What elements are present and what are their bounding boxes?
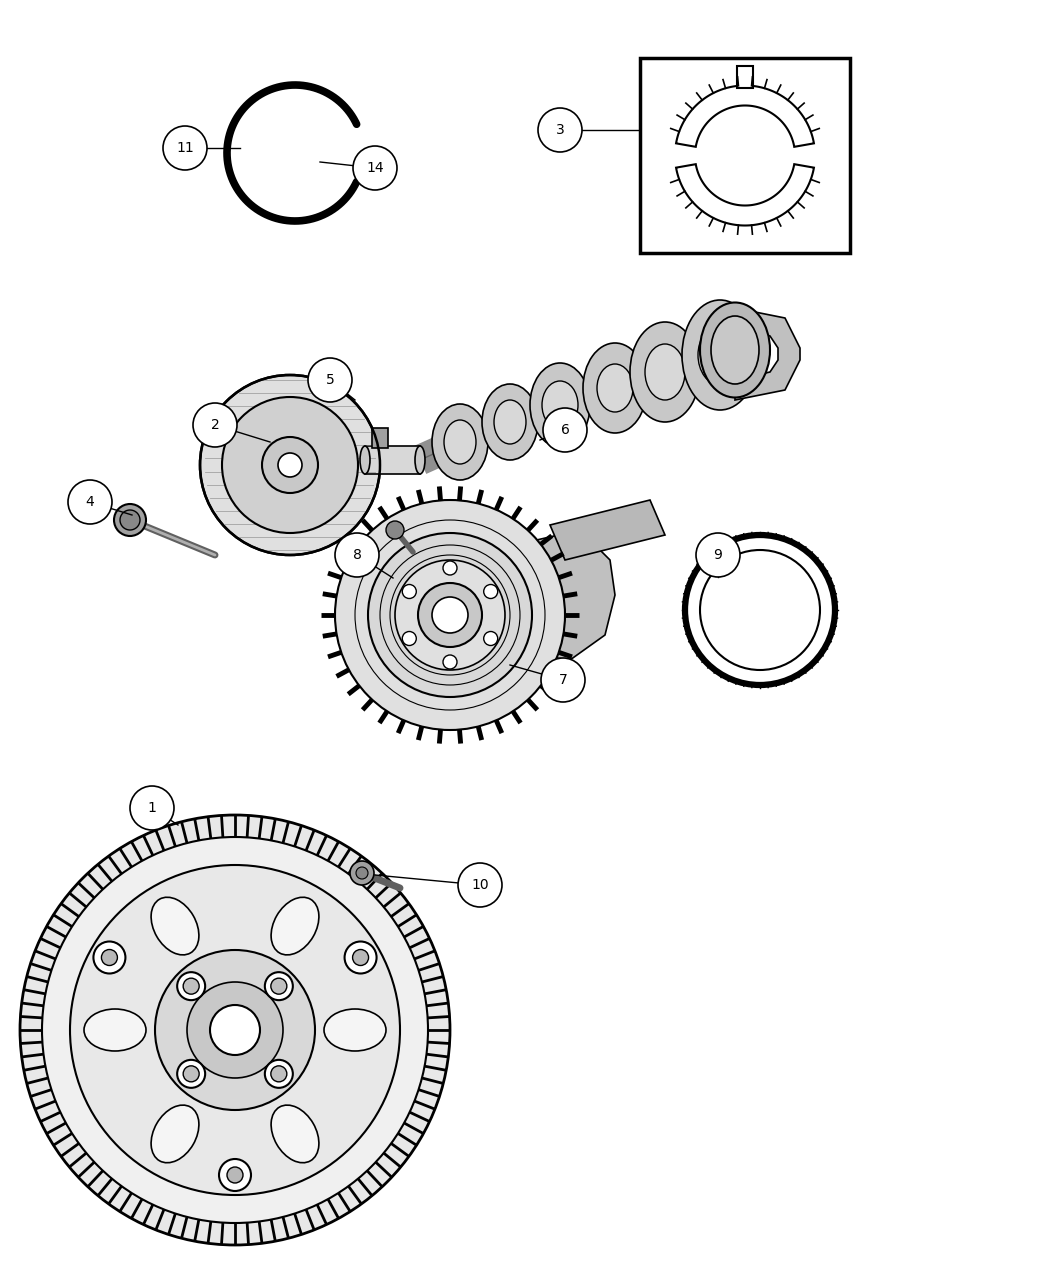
- Ellipse shape: [700, 302, 770, 398]
- Circle shape: [265, 1060, 293, 1088]
- Circle shape: [120, 510, 140, 530]
- Text: 4: 4: [86, 495, 94, 509]
- Circle shape: [418, 583, 482, 646]
- Circle shape: [227, 1167, 243, 1183]
- Circle shape: [696, 533, 740, 578]
- Ellipse shape: [151, 898, 198, 955]
- Text: 1: 1: [148, 801, 156, 815]
- Circle shape: [541, 658, 585, 703]
- Text: 5: 5: [326, 374, 334, 388]
- Ellipse shape: [597, 363, 633, 412]
- Circle shape: [484, 584, 498, 598]
- Circle shape: [271, 1066, 287, 1082]
- Polygon shape: [676, 164, 814, 226]
- Polygon shape: [676, 85, 814, 147]
- Circle shape: [356, 867, 368, 878]
- Polygon shape: [735, 309, 800, 400]
- Circle shape: [177, 1060, 205, 1088]
- Circle shape: [70, 864, 400, 1195]
- Ellipse shape: [444, 419, 476, 464]
- Circle shape: [350, 861, 374, 885]
- Ellipse shape: [482, 384, 538, 460]
- Circle shape: [685, 536, 835, 685]
- Circle shape: [353, 950, 369, 965]
- Text: 9: 9: [714, 548, 722, 562]
- Circle shape: [193, 403, 237, 448]
- Circle shape: [155, 950, 315, 1111]
- Ellipse shape: [324, 1009, 386, 1051]
- Circle shape: [20, 815, 450, 1244]
- Circle shape: [271, 978, 287, 995]
- Bar: [365, 446, 420, 474]
- Circle shape: [262, 437, 318, 493]
- Circle shape: [219, 1159, 251, 1191]
- Circle shape: [335, 533, 379, 578]
- Circle shape: [402, 584, 416, 598]
- Circle shape: [130, 785, 174, 830]
- Ellipse shape: [432, 404, 488, 479]
- Ellipse shape: [711, 316, 759, 384]
- Circle shape: [484, 631, 498, 645]
- Circle shape: [538, 108, 582, 152]
- Circle shape: [543, 408, 587, 453]
- Text: 14: 14: [366, 161, 384, 175]
- Text: 2: 2: [211, 418, 219, 432]
- Circle shape: [700, 550, 820, 669]
- Text: 6: 6: [561, 423, 569, 437]
- Ellipse shape: [494, 400, 526, 444]
- Circle shape: [443, 655, 457, 669]
- Circle shape: [163, 126, 207, 170]
- Circle shape: [443, 561, 457, 575]
- Circle shape: [183, 1066, 200, 1082]
- Ellipse shape: [84, 1009, 146, 1051]
- Circle shape: [265, 972, 293, 1000]
- Circle shape: [308, 358, 352, 402]
- Ellipse shape: [530, 363, 590, 448]
- Text: 3: 3: [555, 122, 565, 136]
- Bar: [640, 57, 850, 252]
- Bar: [372, 428, 388, 448]
- Ellipse shape: [698, 325, 742, 385]
- Ellipse shape: [583, 343, 647, 434]
- Circle shape: [222, 397, 358, 533]
- Circle shape: [183, 978, 200, 995]
- Circle shape: [458, 863, 502, 907]
- Circle shape: [344, 941, 377, 974]
- Ellipse shape: [645, 344, 685, 400]
- Circle shape: [353, 147, 397, 190]
- Ellipse shape: [630, 323, 700, 422]
- Circle shape: [177, 972, 205, 1000]
- Circle shape: [335, 500, 565, 731]
- Circle shape: [93, 941, 125, 974]
- Ellipse shape: [360, 446, 370, 474]
- Text: 11: 11: [176, 142, 194, 156]
- Ellipse shape: [542, 381, 578, 428]
- Ellipse shape: [682, 300, 758, 411]
- Circle shape: [402, 631, 416, 645]
- Polygon shape: [512, 530, 615, 660]
- Ellipse shape: [151, 1105, 198, 1163]
- Text: 7: 7: [559, 673, 567, 687]
- Polygon shape: [737, 65, 753, 88]
- Text: 8: 8: [353, 548, 361, 562]
- Circle shape: [395, 560, 505, 669]
- Circle shape: [278, 453, 302, 477]
- Ellipse shape: [415, 446, 425, 474]
- Polygon shape: [550, 500, 665, 560]
- Circle shape: [210, 1005, 260, 1054]
- Circle shape: [42, 836, 428, 1223]
- Ellipse shape: [271, 898, 319, 955]
- Circle shape: [102, 950, 118, 965]
- Text: 10: 10: [471, 878, 489, 892]
- Circle shape: [386, 521, 404, 539]
- Circle shape: [200, 375, 380, 555]
- Circle shape: [114, 504, 146, 536]
- Ellipse shape: [271, 1105, 319, 1163]
- Circle shape: [68, 479, 112, 524]
- Circle shape: [368, 533, 532, 697]
- Circle shape: [187, 982, 284, 1077]
- Circle shape: [432, 597, 468, 632]
